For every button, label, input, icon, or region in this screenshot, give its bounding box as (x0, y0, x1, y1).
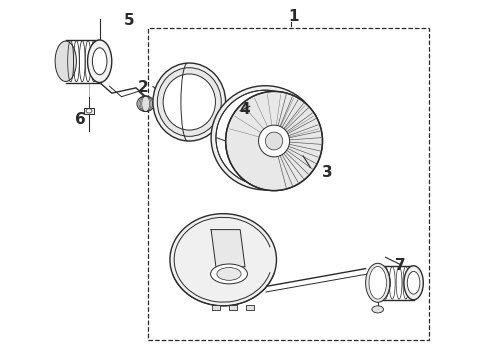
Text: 5: 5 (123, 13, 134, 28)
Ellipse shape (93, 48, 107, 75)
Ellipse shape (366, 263, 390, 302)
Bar (229, 305, 237, 310)
Text: 6: 6 (75, 112, 86, 127)
Bar (84, 108, 95, 114)
Text: 1: 1 (288, 9, 299, 24)
Ellipse shape (163, 74, 216, 130)
Ellipse shape (153, 63, 225, 141)
Text: 2: 2 (138, 80, 148, 95)
Polygon shape (211, 230, 245, 267)
Ellipse shape (86, 109, 92, 113)
Ellipse shape (137, 96, 154, 112)
Bar (148, 28, 429, 339)
Ellipse shape (211, 86, 319, 190)
Bar (212, 305, 220, 310)
Ellipse shape (373, 266, 391, 299)
Ellipse shape (404, 266, 423, 300)
Ellipse shape (266, 132, 283, 150)
Ellipse shape (55, 41, 76, 81)
Ellipse shape (225, 91, 322, 191)
Text: 4: 4 (240, 102, 250, 117)
Ellipse shape (372, 306, 384, 313)
Bar (246, 305, 254, 310)
Ellipse shape (369, 266, 387, 299)
Ellipse shape (170, 214, 276, 306)
Ellipse shape (216, 90, 315, 185)
Ellipse shape (157, 68, 221, 136)
Text: 3: 3 (322, 165, 333, 180)
Ellipse shape (211, 264, 247, 284)
Ellipse shape (259, 125, 290, 157)
Ellipse shape (217, 267, 241, 280)
Ellipse shape (407, 271, 420, 294)
Ellipse shape (88, 40, 112, 82)
Text: 7: 7 (395, 257, 405, 273)
